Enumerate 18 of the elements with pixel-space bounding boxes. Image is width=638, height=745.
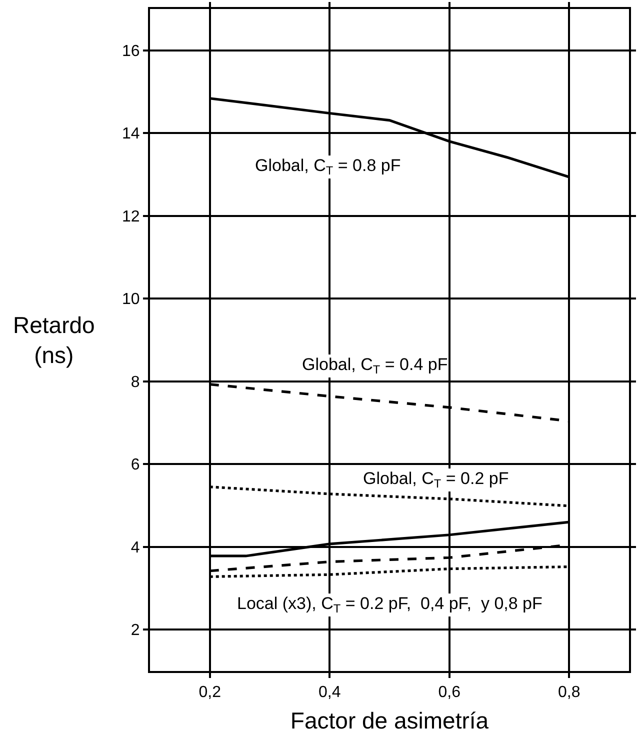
x-axis-title: Factor de asimetría xyxy=(290,707,489,734)
x-tick-label: 0,8 xyxy=(558,684,580,702)
y-axis-title: Retardo (ns) xyxy=(13,312,95,368)
series-label: Global, C$_{T}$ = 0.2 pF xyxy=(363,469,509,491)
series-label: Global, C$_{T}$ = 0.8 pF xyxy=(255,156,401,178)
y-tick-label: 16 xyxy=(122,42,140,60)
x-tick-label: 0,2 xyxy=(198,684,222,702)
y-tick-label: 6 xyxy=(130,456,140,474)
series-label: Global, C$_{T}$ = 0.4 pF xyxy=(302,355,448,377)
y-tick-label: 12 xyxy=(122,208,140,226)
y-tick-label: 2 xyxy=(130,622,140,640)
y-tick-label: 10 xyxy=(122,291,140,308)
annotation: Local (x3), C$_{T}$ = 0.2 pF, 0,4 pF, y 0,8 pF xyxy=(237,594,542,616)
y-tick-label: 8 xyxy=(130,374,140,391)
y-tick-label: 4 xyxy=(130,539,140,556)
x-tick-label: 0,6 xyxy=(438,684,461,702)
y-tick-label: 14 xyxy=(122,126,140,143)
x-tick-label: 0,4 xyxy=(318,684,341,702)
